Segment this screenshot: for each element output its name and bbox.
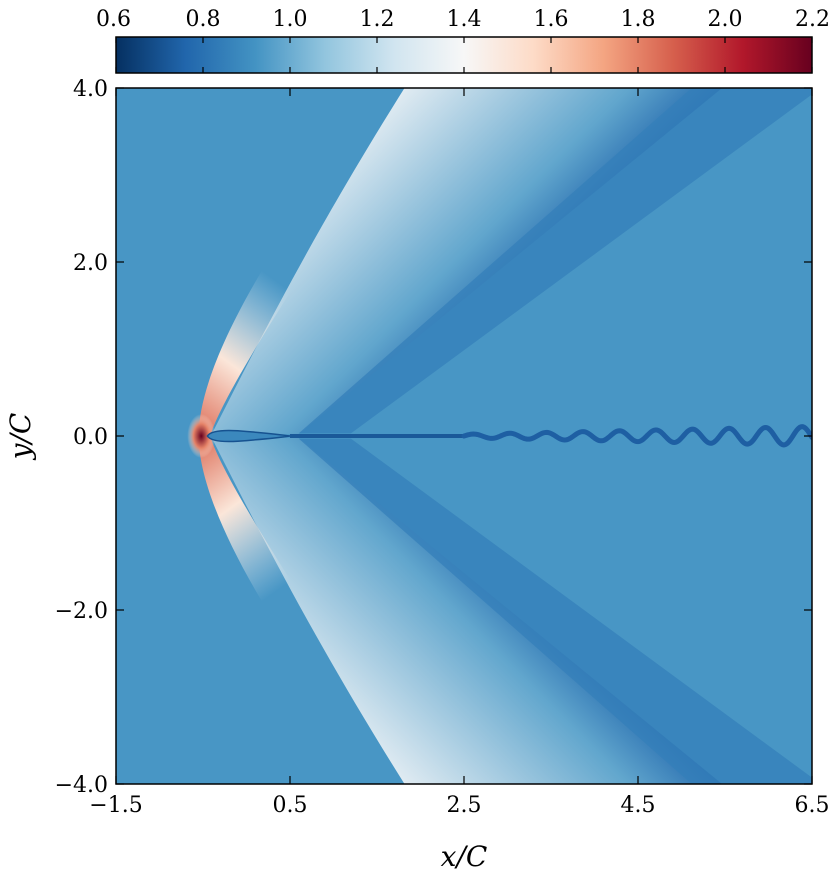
colorbar-tick-label: 1.0 — [273, 7, 308, 32]
colorbar-tick-label: 0.6 — [96, 7, 131, 32]
colorbar-tick-label: 1.6 — [534, 7, 569, 32]
x-axis-ticks: −1.5 0.5 2.5 4.5 6.5 — [89, 88, 830, 818]
colorbar-tick-label: 0.8 — [186, 7, 221, 32]
y-axis-ticks: −4.0 −2.0 0.0 2.0 4.0 — [55, 77, 812, 798]
y-tick-label: −2.0 — [55, 599, 108, 624]
y-axis-label: y/C — [4, 413, 37, 462]
colorbar-tick-label: 1.4 — [447, 7, 482, 32]
x-axis-label: x/C — [441, 840, 488, 873]
x-tick-label: 2.5 — [447, 793, 482, 818]
y-tick-label: 4.0 — [73, 77, 108, 102]
trailing-wave-band — [298, 438, 812, 784]
colorbar-ticks: 0.6 0.8 1.0 1.2 1.4 1.6 1.8 2.0 2.2 — [96, 7, 830, 73]
trailing-wave-band — [298, 88, 812, 434]
bow-shock-lower — [198, 436, 360, 697]
y-tick-label: 2.0 — [73, 251, 108, 276]
x-tick-label: 4.5 — [621, 793, 656, 818]
stagnation-peak — [187, 414, 216, 458]
y-tick-label: −4.0 — [55, 773, 108, 798]
vortex-street — [461, 424, 812, 448]
colorbar-tick-label: 2.0 — [708, 7, 743, 32]
colorbar-tick-label: 2.2 — [795, 7, 830, 32]
x-tick-label: 0.5 — [273, 793, 308, 818]
x-tick-label: 6.5 — [795, 793, 830, 818]
bow-shock-upper — [198, 175, 360, 436]
heatmap-field — [116, 88, 812, 784]
colorbar-tick-label: 1.8 — [621, 7, 656, 32]
colorbar-tick-label: 1.2 — [360, 7, 395, 32]
y-tick-label: 0.0 — [73, 425, 108, 450]
x-tick-label: −1.5 — [89, 793, 142, 818]
colorbar: 0.6 0.8 1.0 1.2 1.4 1.6 1.8 2.0 2.2 — [96, 7, 830, 74]
